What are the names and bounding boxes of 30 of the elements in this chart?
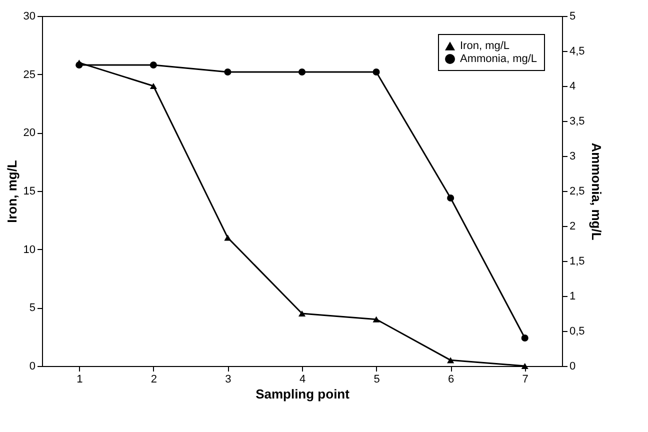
legend-label: Iron, mg/L bbox=[460, 40, 510, 52]
x-tick-label: 2 bbox=[150, 374, 157, 386]
y2-tick-label: 3,5 bbox=[570, 116, 585, 128]
y2-axis-title: Ammonia, mg/L bbox=[588, 142, 604, 240]
y-tick-label: 25 bbox=[23, 68, 36, 81]
y-axis-title: Iron, mg/L bbox=[4, 160, 20, 223]
x-tick-label: 7 bbox=[522, 374, 528, 386]
x-axis-title: Sampling point bbox=[256, 386, 350, 402]
x-tick-label: 5 bbox=[374, 374, 380, 386]
x-tick-label: 3 bbox=[225, 374, 232, 386]
y2-tick-label: 2,5 bbox=[570, 186, 585, 198]
y2-tick-label: 1,5 bbox=[570, 256, 585, 268]
y2-tick-label: 4,5 bbox=[570, 46, 585, 58]
legend-label: Ammonia, mg/L bbox=[460, 53, 538, 65]
x-tick-label: 6 bbox=[448, 374, 454, 386]
y2-tick-label: 2 bbox=[570, 220, 576, 232]
x-tick-label: 4 bbox=[299, 374, 306, 386]
y-tick-label: 0 bbox=[29, 360, 36, 372]
y-tick-label: 30 bbox=[23, 10, 36, 22]
y-tick-label: 15 bbox=[23, 186, 36, 198]
y-tick-label: 20 bbox=[23, 127, 36, 140]
x-tick-label: 1 bbox=[76, 374, 83, 386]
y-tick-label: 10 bbox=[23, 244, 36, 256]
y2-tick-label: 0 bbox=[570, 360, 576, 372]
y2-tick-label: 0,5 bbox=[570, 326, 585, 338]
y2-tick-label: 4 bbox=[570, 80, 576, 92]
y2-tick-label: 3 bbox=[570, 150, 576, 162]
y-tick-label: 5 bbox=[29, 302, 36, 314]
y2-tick-label: 5 bbox=[570, 10, 576, 22]
y2-tick-label: 1 bbox=[570, 290, 576, 302]
